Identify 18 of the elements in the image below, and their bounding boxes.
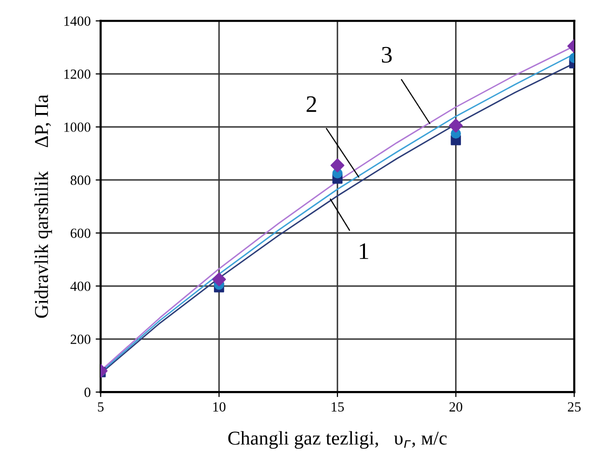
x-axis-title: Changli gaz tezligi, υ$_{г}$, м/с <box>228 431 447 449</box>
annotation: 1 <box>360 243 368 259</box>
y-tick-label: 1200 <box>64 69 90 79</box>
x-tick-label: 25 <box>568 402 581 412</box>
y-tick-label: 200 <box>70 334 90 344</box>
annotation: 2 <box>306 96 316 112</box>
y-tick-label: 800 <box>70 176 90 185</box>
y-tick-label: 1400 <box>64 16 90 26</box>
x-tick-label: 5 <box>98 402 104 412</box>
y-axis-title: Gidravlik qarshilik ΔP, Па <box>34 94 52 318</box>
y-tick-label: 400 <box>70 282 90 291</box>
x-tick-label: 10 <box>213 402 226 412</box>
annotation: 3 <box>382 46 392 63</box>
x-tick-label: 20 <box>450 402 462 412</box>
x-tick-label: 15 <box>332 402 344 412</box>
y-tick-label: 600 <box>70 228 90 238</box>
y-tick-label: 0 <box>84 388 90 398</box>
y-tick-label: 1000 <box>64 122 90 132</box>
